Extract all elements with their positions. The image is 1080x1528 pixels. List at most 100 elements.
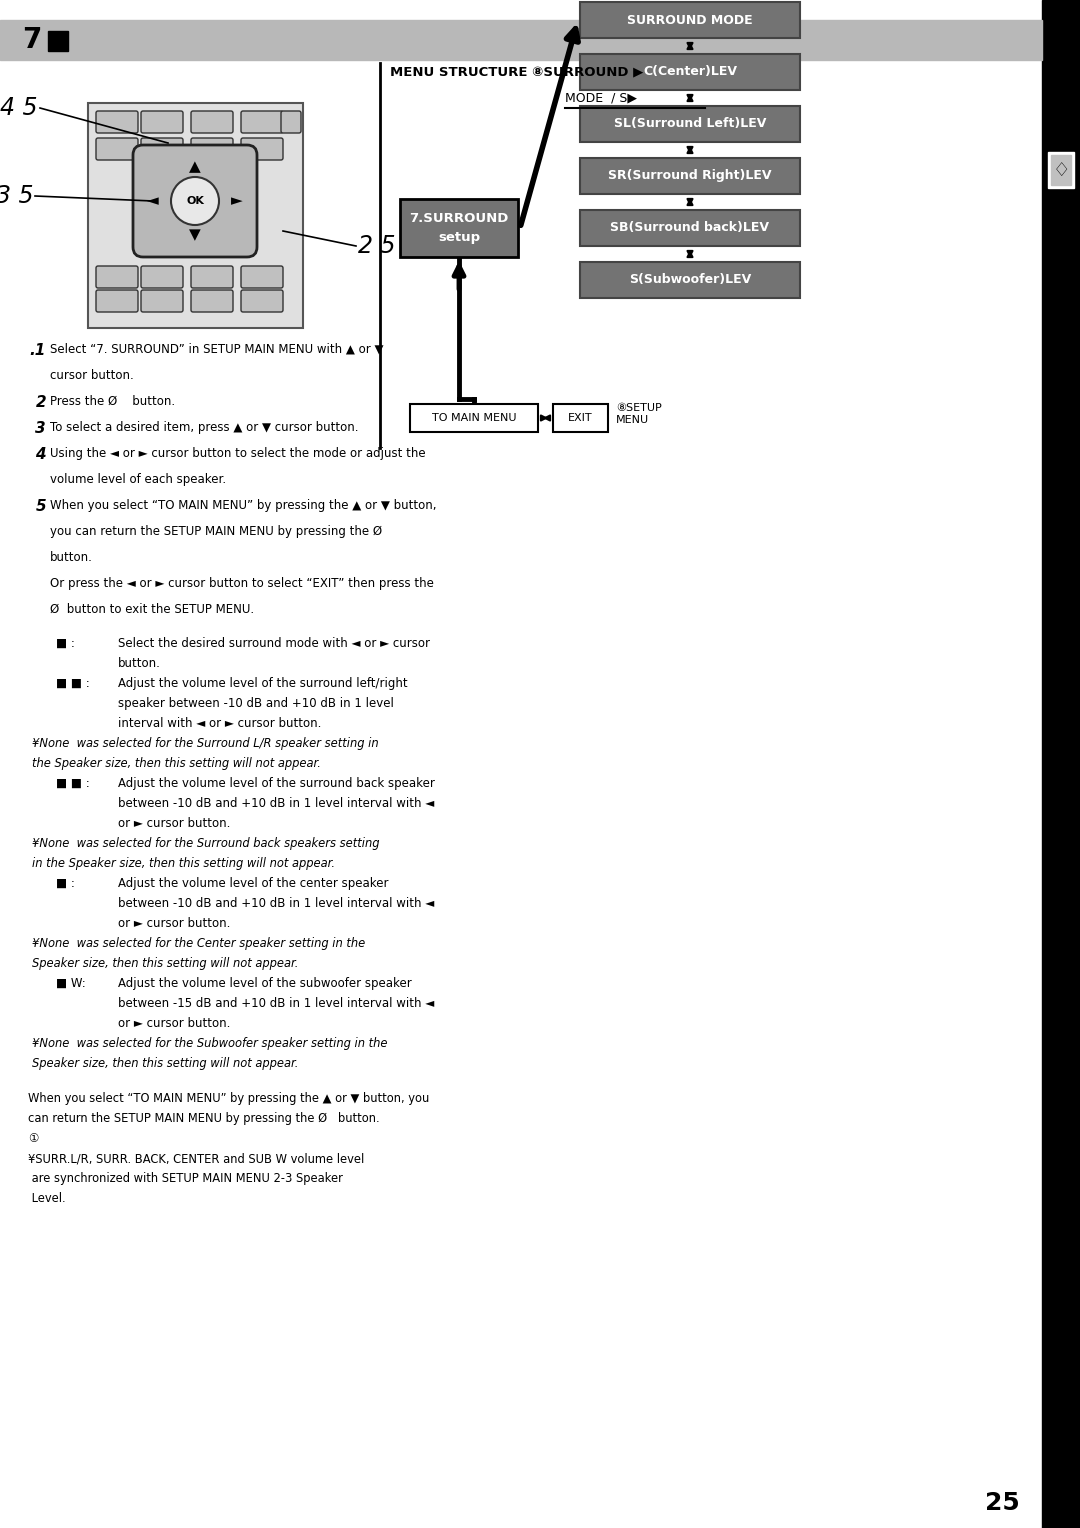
Text: Adjust the volume level of the subwoofer speaker: Adjust the volume level of the subwoofer… (118, 976, 411, 990)
Text: Adjust the volume level of the surround left/right: Adjust the volume level of the surround … (118, 677, 407, 691)
Text: Select “7. SURROUND” in SETUP MAIN MENU with ▲ or ▼: Select “7. SURROUND” in SETUP MAIN MENU … (50, 342, 383, 356)
Text: 7: 7 (22, 26, 41, 53)
Text: 3: 3 (36, 422, 46, 435)
Text: ¥None  was selected for the Surround back speakers setting: ¥None was selected for the Surround back… (32, 837, 379, 850)
Text: 5: 5 (36, 500, 46, 513)
FancyBboxPatch shape (191, 290, 233, 312)
Text: ⑧SETUP
MENU: ⑧SETUP MENU (616, 403, 662, 425)
Text: When you select “TO MAIN MENU” by pressing the ▲ or ▼ button,: When you select “TO MAIN MENU” by pressi… (50, 500, 436, 512)
Text: OK: OK (186, 196, 204, 206)
Text: SR(Surround Right)LEV: SR(Surround Right)LEV (608, 170, 772, 182)
Text: MODE  / S▶: MODE / S▶ (565, 92, 637, 104)
Text: cursor button.: cursor button. (50, 368, 134, 382)
Text: To select a desired item, press ▲ or ▼ cursor button.: To select a desired item, press ▲ or ▼ c… (50, 422, 359, 434)
Text: interval with ◄ or ► cursor button.: interval with ◄ or ► cursor button. (118, 717, 322, 730)
Text: ¥SURR.L/R, SURR. BACK, CENTER and SUB W volume level: ¥SURR.L/R, SURR. BACK, CENTER and SUB W … (28, 1152, 364, 1164)
Text: button.: button. (118, 657, 161, 669)
Text: TO MAIN MENU: TO MAIN MENU (432, 413, 516, 423)
Bar (87, 102, 303, 329)
Text: Select the desired surround mode with ◄ or ► cursor: Select the desired surround mode with ◄ … (118, 637, 430, 649)
Bar (580, 261, 800, 298)
Text: 7.SURROUND
setup: 7.SURROUND setup (409, 212, 509, 243)
Text: ▼: ▼ (189, 228, 201, 243)
Text: 4: 4 (36, 448, 46, 461)
Text: ♢: ♢ (1052, 160, 1070, 179)
Text: ¥None  was selected for the Surround L/R speaker setting in: ¥None was selected for the Surround L/R … (32, 736, 379, 750)
FancyBboxPatch shape (241, 290, 283, 312)
Text: ¥None  was selected for the Subwoofer speaker setting in the: ¥None was selected for the Subwoofer spe… (32, 1038, 388, 1050)
Ellipse shape (171, 177, 219, 225)
Text: between -10 dB and +10 dB in 1 level interval with ◄: between -10 dB and +10 dB in 1 level int… (118, 798, 434, 810)
Text: are synchronized with SETUP MAIN MENU 2-3 Speaker: are synchronized with SETUP MAIN MENU 2-… (28, 1172, 342, 1186)
Text: ¥None  was selected for the Center speaker setting in the: ¥None was selected for the Center speake… (32, 937, 365, 950)
Bar (48, 31, 68, 50)
Text: .1: .1 (29, 342, 46, 358)
Text: SURROUND MODE: SURROUND MODE (627, 14, 753, 26)
Text: button.: button. (50, 552, 93, 564)
Text: Or press the ◄ or ► cursor button to select “EXIT” then press the: Or press the ◄ or ► cursor button to sel… (50, 578, 434, 590)
FancyBboxPatch shape (96, 266, 138, 287)
Text: Using the ◄ or ► cursor button to select the mode or adjust the: Using the ◄ or ► cursor button to select… (50, 448, 426, 460)
FancyBboxPatch shape (191, 112, 233, 133)
Text: between -10 dB and +10 dB in 1 level interval with ◄: between -10 dB and +10 dB in 1 level int… (118, 897, 434, 911)
Bar (553, 403, 608, 432)
FancyBboxPatch shape (141, 138, 183, 160)
Bar (0, 20, 1042, 60)
Text: ■ ■ :: ■ ■ : (56, 677, 90, 691)
Text: ■ W:: ■ W: (56, 976, 85, 990)
FancyBboxPatch shape (133, 145, 257, 257)
Bar (580, 157, 800, 194)
Text: the Speaker size, then this setting will not appear.: the Speaker size, then this setting will… (32, 756, 321, 770)
Text: ▲: ▲ (189, 159, 201, 174)
Text: S(Subwoofer)LEV: S(Subwoofer)LEV (629, 274, 751, 287)
FancyBboxPatch shape (96, 290, 138, 312)
Text: or ► cursor button.: or ► cursor button. (118, 1018, 230, 1030)
Text: EXIT: EXIT (568, 413, 593, 423)
Text: Speaker size, then this setting will not appear.: Speaker size, then this setting will not… (32, 957, 298, 970)
FancyBboxPatch shape (96, 112, 138, 133)
FancyBboxPatch shape (141, 290, 183, 312)
Text: When you select “TO MAIN MENU” by pressing the ▲ or ▼ button, you: When you select “TO MAIN MENU” by pressi… (28, 1093, 429, 1105)
Bar (1051, 154, 1071, 185)
Text: or ► cursor button.: or ► cursor button. (118, 817, 230, 830)
Text: Speaker size, then this setting will not appear.: Speaker size, then this setting will not… (32, 1057, 298, 1070)
Text: ■ :: ■ : (56, 637, 75, 649)
Text: ①: ① (28, 1132, 38, 1144)
FancyBboxPatch shape (281, 112, 301, 133)
Bar (400, 199, 518, 257)
FancyBboxPatch shape (241, 138, 283, 160)
Text: speaker between -10 dB and +10 dB in 1 level: speaker between -10 dB and +10 dB in 1 l… (118, 697, 394, 711)
Text: 2: 2 (36, 396, 46, 410)
Text: 4 5: 4 5 (0, 96, 38, 121)
Text: ◄: ◄ (147, 194, 159, 208)
Text: C(Center)LEV: C(Center)LEV (643, 66, 737, 78)
Bar (580, 53, 800, 90)
FancyBboxPatch shape (141, 112, 183, 133)
Text: .1 3 5: .1 3 5 (0, 183, 33, 208)
FancyBboxPatch shape (141, 266, 183, 287)
Bar (1048, 151, 1074, 188)
FancyBboxPatch shape (191, 266, 233, 287)
Text: SB(Surround back)LEV: SB(Surround back)LEV (610, 222, 769, 234)
FancyBboxPatch shape (191, 138, 233, 160)
FancyBboxPatch shape (241, 266, 283, 287)
Text: you can return the SETUP MAIN MENU by pressing the Ø: you can return the SETUP MAIN MENU by pr… (50, 526, 382, 538)
Text: Press the Ø    button.: Press the Ø button. (50, 396, 175, 408)
FancyBboxPatch shape (96, 138, 138, 160)
Bar (1042, 0, 1080, 1528)
Bar (410, 403, 538, 432)
Text: 2 5: 2 5 (357, 234, 395, 258)
Bar (580, 209, 800, 246)
Bar (580, 2, 800, 38)
Text: MENU STRUCTURE ⑧SURROUND ▶: MENU STRUCTURE ⑧SURROUND ▶ (390, 67, 644, 79)
Text: can return the SETUP MAIN MENU by pressing the Ø   button.: can return the SETUP MAIN MENU by pressi… (28, 1112, 380, 1125)
Text: volume level of each speaker.: volume level of each speaker. (50, 474, 226, 486)
Text: Ø  button to exit the SETUP MENU.: Ø button to exit the SETUP MENU. (50, 604, 254, 616)
Text: Adjust the volume level of the surround back speaker: Adjust the volume level of the surround … (118, 778, 435, 790)
Text: Adjust the volume level of the center speaker: Adjust the volume level of the center sp… (118, 877, 389, 889)
Text: SL(Surround Left)LEV: SL(Surround Left)LEV (613, 118, 766, 130)
Bar (580, 105, 800, 142)
Text: ■ :: ■ : (56, 877, 75, 889)
Text: Level.: Level. (28, 1192, 66, 1206)
Text: ►: ► (231, 194, 243, 208)
